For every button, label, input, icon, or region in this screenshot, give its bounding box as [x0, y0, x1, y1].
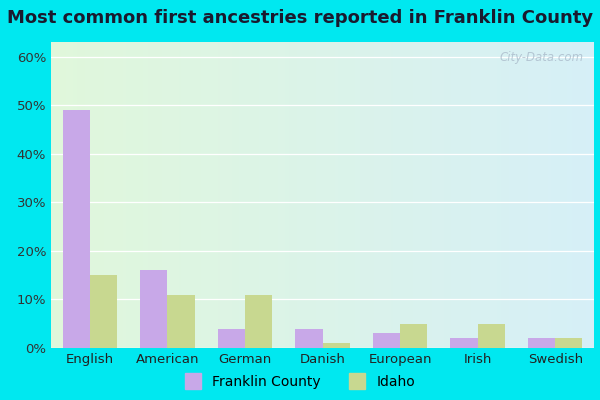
Bar	[62, 110, 90, 348]
Legend: Franklin County, Idaho: Franklin County, Idaho	[185, 373, 415, 389]
Bar	[478, 324, 505, 348]
Bar	[555, 338, 583, 348]
Bar	[295, 328, 323, 348]
Bar	[323, 343, 350, 348]
Bar	[245, 294, 272, 348]
Bar	[373, 334, 400, 348]
Bar	[90, 275, 117, 348]
Bar	[140, 270, 167, 348]
Bar	[528, 338, 555, 348]
Text: City-Data.com: City-Data.com	[499, 51, 583, 64]
Text: Most common first ancestries reported in Franklin County: Most common first ancestries reported in…	[7, 9, 593, 27]
Bar	[167, 294, 194, 348]
Bar	[218, 328, 245, 348]
Bar	[451, 338, 478, 348]
Bar	[400, 324, 427, 348]
